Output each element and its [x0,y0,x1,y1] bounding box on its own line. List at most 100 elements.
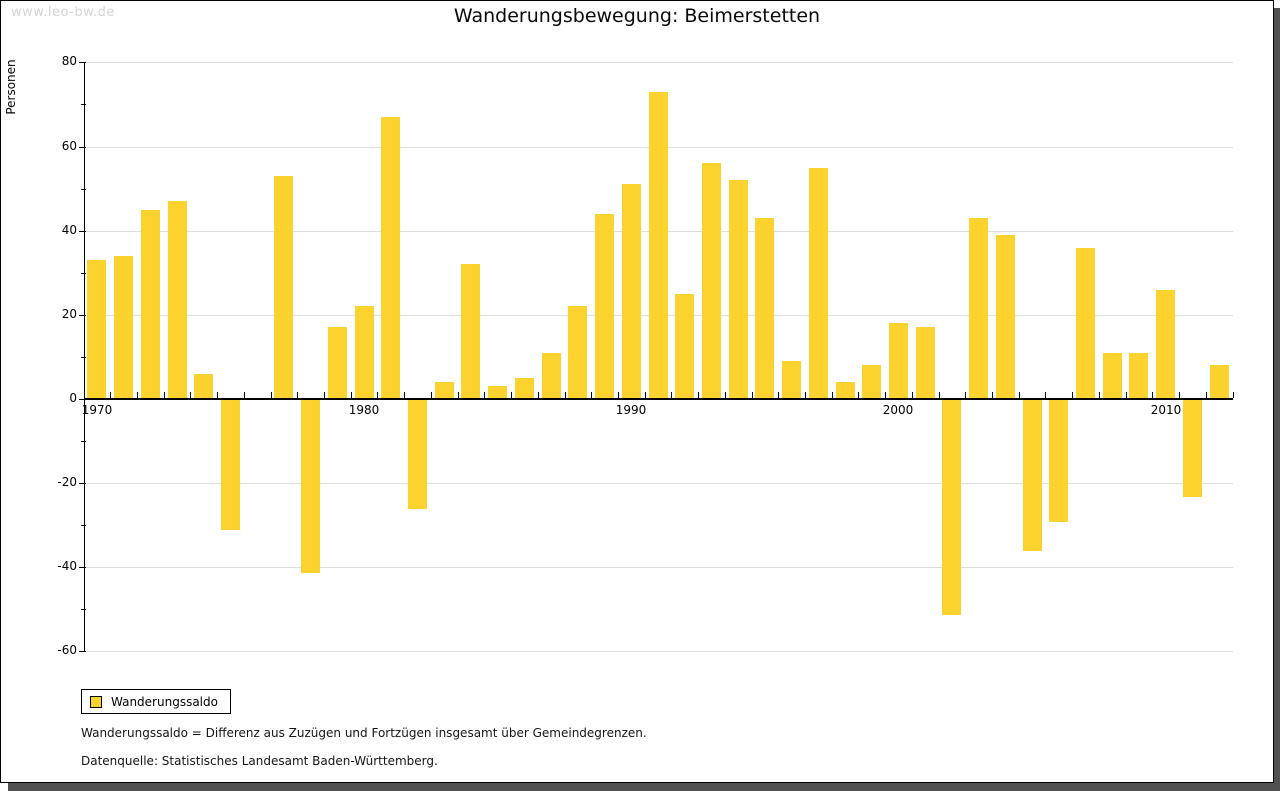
bar-2009 [1129,353,1148,399]
x-tick [939,392,940,398]
y-tick [79,315,86,316]
bar-1984 [461,264,480,399]
legend-swatch [90,695,102,708]
bar-1997 [809,168,828,399]
bar-1996 [782,361,801,399]
x-tick [671,392,672,398]
x-tick [164,392,165,398]
x-tick [752,392,753,398]
x-tick [1126,392,1127,398]
y-minor-tick [81,525,86,526]
y-tick [79,651,86,652]
x-tick [1019,392,1020,398]
x-tick [725,392,726,398]
x-tick [244,392,245,398]
bar-1973 [168,201,187,399]
x-tick [110,392,111,398]
x-tick [965,392,966,398]
bar-2002 [942,400,961,615]
x-tick [1206,392,1207,398]
x-tick-label: 1970 [81,403,113,417]
x-tick [805,392,806,398]
y-tick-label: -20 [57,475,77,489]
y-minor-tick [81,441,86,442]
y-tick-label: -60 [57,643,77,657]
x-tick [645,392,646,398]
bar-2007 [1076,248,1095,399]
y-axis [84,62,85,651]
x-tick [297,392,298,398]
bar-2011 [1183,400,1202,497]
bar-1990 [622,184,641,399]
window-shadow-bottom [8,783,1280,791]
y-tick [79,483,86,484]
bar-2001 [916,327,935,399]
x-tick [858,392,859,398]
footnote-source: Datenquelle: Statistisches Landesamt Bad… [81,754,438,768]
x-axis [84,398,1233,400]
bar-1983 [435,382,454,399]
bar-1995 [755,218,774,399]
x-tick [404,392,405,398]
x-tick [1179,392,1180,398]
x-tick [1072,392,1073,398]
bar-1987 [542,353,561,399]
y-tick [79,399,86,400]
x-tick [992,392,993,398]
x-tick [912,392,913,398]
y-minor-tick [81,609,86,610]
watermark: www.leo-bw.de [11,5,115,20]
legend-label: Wanderungssaldo [111,694,218,709]
x-tick [698,392,699,398]
chart-title: Wanderungsbewegung: Beimerstetten [453,5,821,27]
y-minor-tick [81,104,86,105]
x-tick [538,392,539,398]
bar-1992 [675,294,694,399]
x-tick [1099,392,1100,398]
x-tick [351,392,352,398]
bar-1977 [274,176,293,399]
bar-1980 [355,306,374,399]
bar-1998 [836,382,855,399]
bar-1989 [595,214,614,399]
y-tick [79,147,86,148]
bar-1986 [515,378,534,399]
bar-1982 [408,400,427,509]
x-tick [377,392,378,398]
x-tick-label: 2000 [882,403,914,417]
x-tick [271,392,272,398]
x-tick [137,392,138,398]
y-tick-label: -40 [57,559,77,573]
x-tick [217,392,218,398]
bar-2008 [1103,353,1122,399]
x-tick [484,392,485,398]
x-tick [618,392,619,398]
y-tick-label: 40 [61,223,77,237]
y-tick-label: 0 [69,391,77,405]
y-tick-label: 80 [61,54,77,68]
bar-2000 [889,323,908,399]
bar-1994 [729,180,748,399]
bar-1979 [328,327,347,399]
y-tick [79,231,86,232]
bar-1972 [141,210,160,399]
bar-1970 [87,260,106,399]
gridline [85,62,1233,63]
footnote-definition: Wanderungssaldo = Differenz aus Zuzügen … [81,726,647,740]
bar-2006 [1049,400,1068,522]
bar-2004 [996,235,1015,399]
bar-1999 [862,365,881,399]
legend-box: Wanderungssaldo [81,689,231,714]
gridline [85,567,1233,568]
gridline [85,651,1233,652]
gridline [85,483,1233,484]
bar-1974 [194,374,213,399]
bar-2005 [1023,400,1042,551]
x-tick-label: 2010 [1150,403,1182,417]
y-minor-tick [81,357,86,358]
bar-2012 [1210,365,1229,399]
x-tick [1152,392,1153,398]
x-tick [565,392,566,398]
bar-2003 [969,218,988,399]
